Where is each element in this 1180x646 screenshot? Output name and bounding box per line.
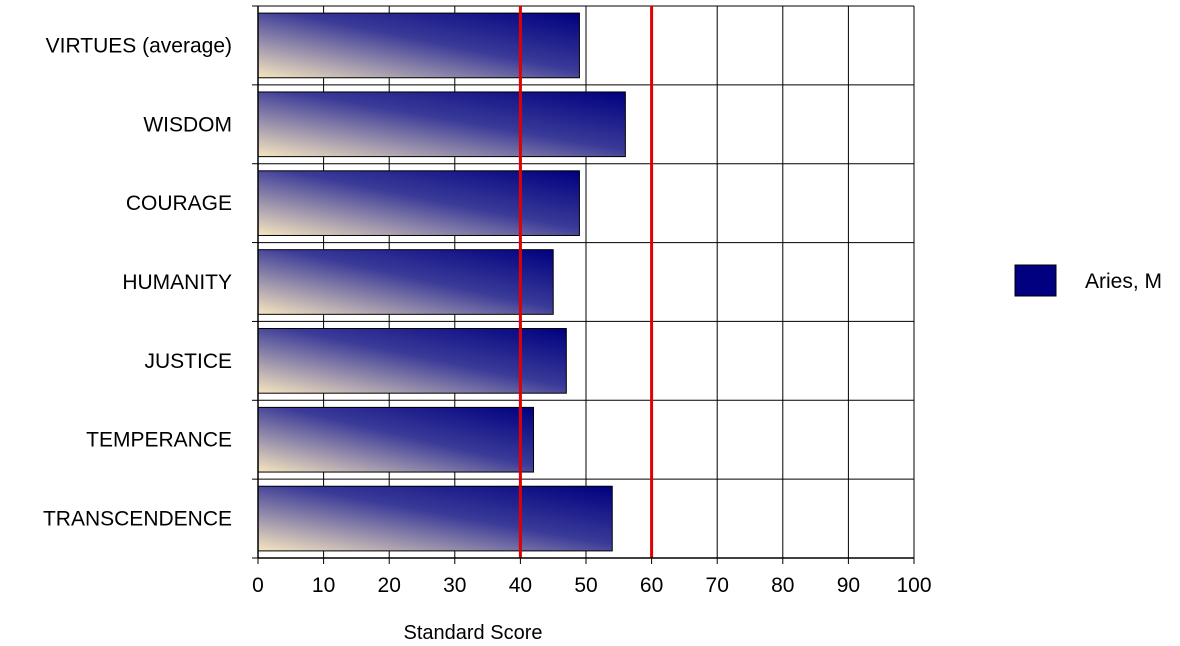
- bar: [257, 12, 580, 79]
- x-tick-label: 30: [443, 574, 466, 597]
- legend-label: Aries, M: [1085, 270, 1162, 293]
- axes: [252, 5, 915, 564]
- bar: [257, 406, 535, 473]
- bar: [257, 485, 613, 552]
- bar: [257, 170, 580, 236]
- x-tick-label: 0: [252, 574, 264, 597]
- category-label: TEMPERANCE: [86, 429, 232, 452]
- x-tick-label: 40: [509, 574, 532, 597]
- x-tick-label: 20: [378, 574, 401, 597]
- bar: [257, 328, 567, 394]
- bar: [257, 91, 626, 158]
- bar: [257, 249, 554, 315]
- legend: Aries, M: [1014, 264, 1162, 297]
- x-tick-label: 100: [896, 574, 931, 597]
- category-label: JUSTICE: [144, 350, 232, 373]
- reference-lines: [518, 6, 654, 558]
- legend-swatch: [1014, 264, 1057, 297]
- category-label: WISDOM: [143, 113, 232, 136]
- x-tick-labels: 0 10 20 30 40 50 60 70 80 90 100: [252, 574, 931, 597]
- x-tick-label: 90: [837, 574, 860, 597]
- category-label: VIRTUES (average): [46, 34, 232, 57]
- category-label: COURAGE: [126, 192, 232, 215]
- x-tick-label: 60: [640, 574, 663, 597]
- bars: [257, 12, 626, 552]
- category-label: HUMANITY: [122, 271, 232, 294]
- x-tick-label: 80: [771, 574, 794, 597]
- x-tick-label: 50: [574, 574, 597, 597]
- category-label: TRANSCENDENCE: [43, 508, 232, 531]
- x-tick-label: 10: [312, 574, 335, 597]
- x-axis-label: Standard Score: [404, 622, 543, 644]
- category-labels: VIRTUES (average) WISDOM COURAGE HUMANITY JU…: [43, 34, 232, 530]
- x-tick-label: 70: [706, 574, 729, 597]
